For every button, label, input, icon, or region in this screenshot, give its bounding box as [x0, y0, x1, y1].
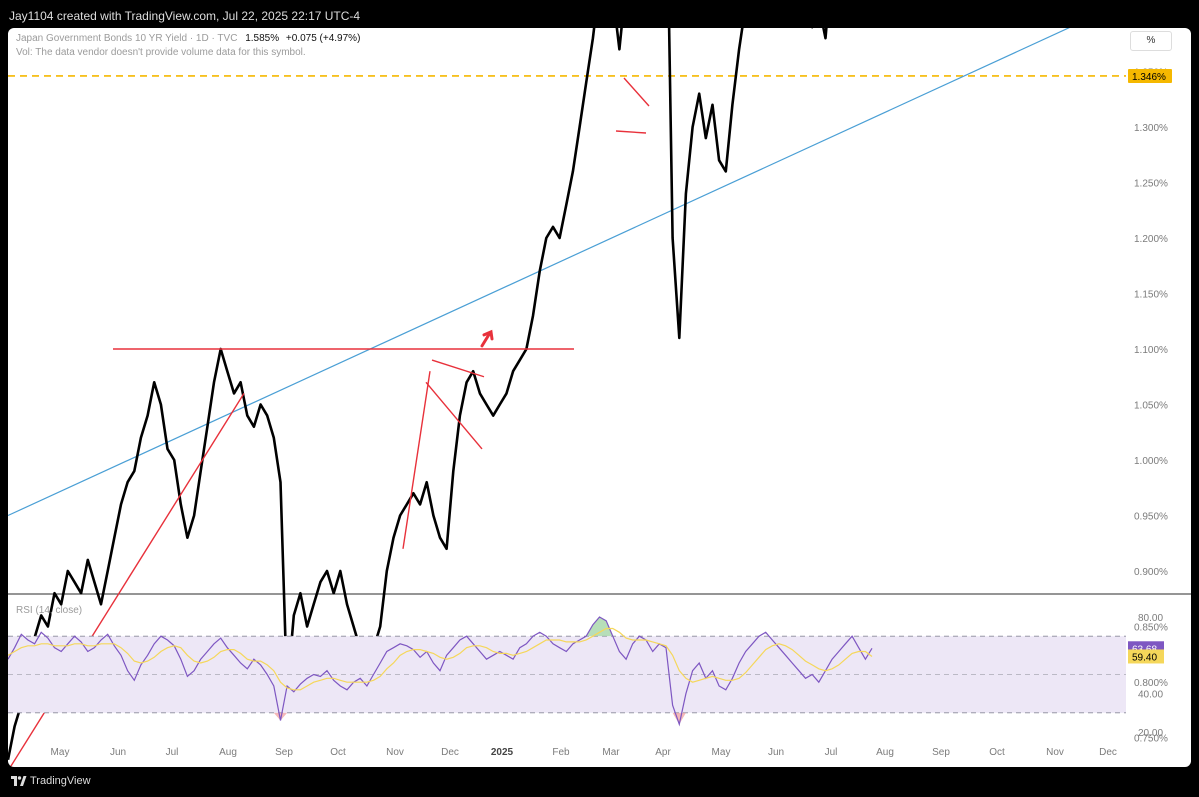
rsi-ma-line — [8, 627, 873, 691]
x-tick-label: Sep — [932, 747, 950, 758]
legend-change: +0.075 (+4.97%) — [285, 33, 361, 44]
legend-price: 1.585% — [245, 33, 280, 44]
x-tick-label: Jun — [110, 747, 126, 758]
trend-line — [8, 28, 1070, 517]
rsi-tick-label: 20.00 — [1138, 728, 1163, 739]
level-label-box — [1128, 68, 1172, 83]
caption-text: Jay1104 created with TradingView.com, Ju… — [9, 9, 361, 23]
top-caption-bar: Jay1104 created with TradingView.com, Ju… — [0, 0, 1199, 28]
x-tick-label: Nov — [1046, 747, 1064, 758]
price-line — [8, 28, 828, 760]
x-tick-label: Jul — [825, 747, 838, 758]
x-tick-label: Aug — [219, 747, 237, 758]
y-tick-label: 0.950% — [1134, 512, 1168, 523]
level-label: 1.346% — [1132, 72, 1166, 83]
rsi-oversold-fill — [273, 712, 686, 725]
x-tick-label: May — [51, 747, 70, 758]
y-tick-label: 0.900% — [1134, 567, 1168, 578]
y-tick-label: 1.300% — [1134, 123, 1168, 134]
x-tick-label: Jun — [768, 747, 784, 758]
x-tick-label: May — [712, 747, 731, 758]
chart-panel: 1.600%1.550%1.500%1.450%1.400%1.350%1.30… — [8, 28, 1191, 767]
y-tick-label: 1.250% — [1134, 179, 1168, 190]
breakout-arrow — [480, 329, 494, 348]
rsi-title: RSI (14, close) — [16, 605, 82, 616]
x-tick-label: Oct — [989, 747, 1005, 758]
pullback-upper-line — [431, 359, 485, 378]
x-tick-label: Nov — [386, 747, 404, 758]
y-tick-label: 1.050% — [1134, 401, 1168, 412]
x-tick-label: Mar — [602, 747, 620, 758]
x-tick-label: Jul — [166, 747, 179, 758]
x-tick-label: Feb — [552, 747, 570, 758]
rsi-tick-label: 40.00 — [1138, 690, 1163, 701]
y-tick-label: 1.100% — [1134, 345, 1168, 356]
footer-bar: TradingView — [0, 767, 1199, 797]
y-tick-label: 0.750% — [1134, 734, 1168, 745]
rsi-ma-value-label: 59.40 — [1132, 652, 1157, 663]
x-tick-label: Dec — [1099, 747, 1117, 758]
footer-brand: TradingView — [30, 775, 91, 787]
y-tick-label: 1.000% — [1134, 456, 1168, 467]
y-tick-label: 0.800% — [1134, 678, 1168, 689]
symbol-name[interactable]: Japan Government Bonds 10 YR Yield · 1D … — [16, 33, 238, 44]
top-neckline — [615, 130, 647, 134]
x-tick-label: Oct — [330, 747, 346, 758]
percent-scale-button[interactable]: % — [1130, 31, 1172, 51]
x-tick-label: 2025 — [491, 747, 514, 758]
x-tick-label: Sep — [275, 747, 293, 758]
symbol-legend: Japan Government Bonds 10 YR Yield · 1D … — [16, 33, 360, 44]
volume-note: Vol: The data vendor doesn't provide vol… — [16, 47, 306, 58]
y-tick-label: 1.150% — [1134, 290, 1168, 301]
breakout-trendline — [402, 371, 431, 549]
top-trendline — [623, 77, 650, 107]
y-tick-label: 1.200% — [1134, 234, 1168, 245]
x-tick-label: Apr — [655, 747, 671, 758]
y-tick-label: 0.850% — [1134, 623, 1168, 634]
rsi-line — [8, 616, 873, 727]
x-tick-label: Aug — [876, 747, 894, 758]
rsi-tick-label: 80.00 — [1138, 613, 1163, 624]
pullback-trendline — [425, 381, 483, 450]
tradingview-logo-icon — [11, 776, 27, 786]
x-tick-label: Dec — [441, 747, 459, 758]
rsi-ma-value-box — [1128, 649, 1164, 664]
chart-canvas[interactable]: 1.600%1.550%1.500%1.450%1.400%1.350%1.30… — [8, 28, 1191, 767]
